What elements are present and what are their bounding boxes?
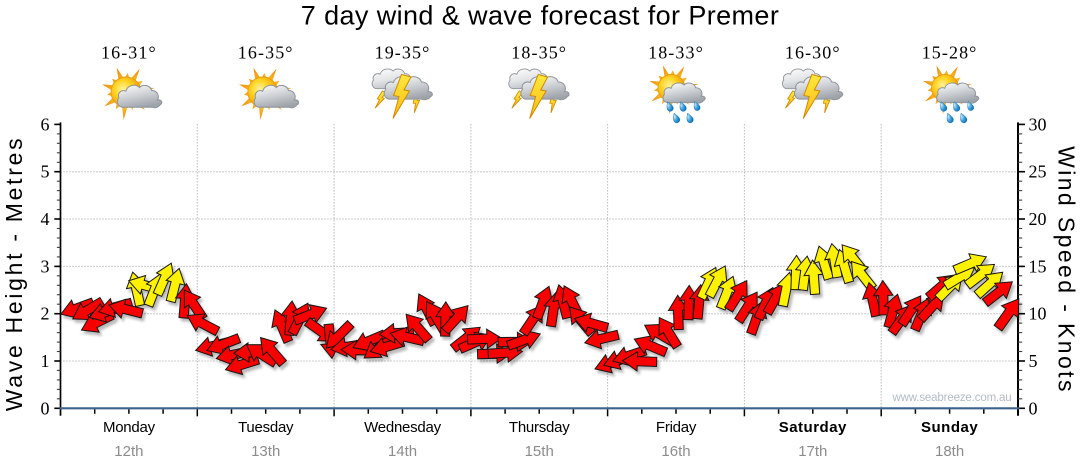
svg-text:16-30°: 16-30° bbox=[785, 43, 841, 63]
svg-text:16-31°: 16-31° bbox=[101, 43, 157, 63]
svg-text:Tuesday: Tuesday bbox=[238, 419, 294, 436]
svg-text:Monday: Monday bbox=[103, 419, 156, 436]
svg-text:Thursday: Thursday bbox=[509, 419, 570, 436]
svg-text:14th: 14th bbox=[388, 443, 417, 460]
svg-text:Sunday: Sunday bbox=[921, 419, 978, 436]
svg-text:30: 30 bbox=[1029, 114, 1047, 134]
svg-text:18-33°: 18-33° bbox=[648, 43, 704, 63]
svg-text:0: 0 bbox=[1029, 398, 1038, 418]
svg-text:15th: 15th bbox=[525, 443, 554, 460]
svg-text:Wind Speed - Knots: Wind Speed - Knots bbox=[1054, 146, 1080, 394]
svg-text:5: 5 bbox=[41, 162, 50, 182]
svg-text:5: 5 bbox=[1029, 351, 1038, 371]
svg-text:16th: 16th bbox=[661, 443, 690, 460]
svg-text:Wave Height - Metres: Wave Height - Metres bbox=[1, 136, 27, 412]
svg-text:19-35°: 19-35° bbox=[375, 43, 431, 63]
svg-text:1: 1 bbox=[41, 351, 50, 371]
svg-text:Friday: Friday bbox=[656, 419, 697, 436]
svg-text:16-35°: 16-35° bbox=[238, 43, 294, 63]
svg-text:Saturday: Saturday bbox=[779, 419, 847, 436]
svg-text:15: 15 bbox=[1029, 256, 1047, 276]
svg-text:25: 25 bbox=[1029, 162, 1047, 182]
svg-text:2: 2 bbox=[41, 304, 50, 324]
svg-text:www.seabreeze.com.au: www.seabreeze.com.au bbox=[891, 392, 1011, 404]
svg-text:10: 10 bbox=[1029, 304, 1047, 324]
svg-text:13th: 13th bbox=[251, 443, 280, 460]
svg-text:20: 20 bbox=[1029, 209, 1047, 229]
svg-text:0: 0 bbox=[41, 398, 50, 418]
svg-text:3: 3 bbox=[41, 256, 50, 276]
svg-text:4: 4 bbox=[41, 209, 50, 229]
svg-text:6: 6 bbox=[41, 114, 50, 134]
svg-text:7 day wind & wave forecast for: 7 day wind & wave forecast for Premer bbox=[301, 1, 780, 31]
svg-text:Wednesday: Wednesday bbox=[364, 419, 441, 436]
svg-text:15-28°: 15-28° bbox=[922, 43, 978, 63]
svg-text:18th: 18th bbox=[935, 443, 964, 460]
svg-text:18-35°: 18-35° bbox=[511, 43, 567, 63]
svg-text:12th: 12th bbox=[114, 443, 143, 460]
svg-text:17th: 17th bbox=[798, 443, 827, 460]
